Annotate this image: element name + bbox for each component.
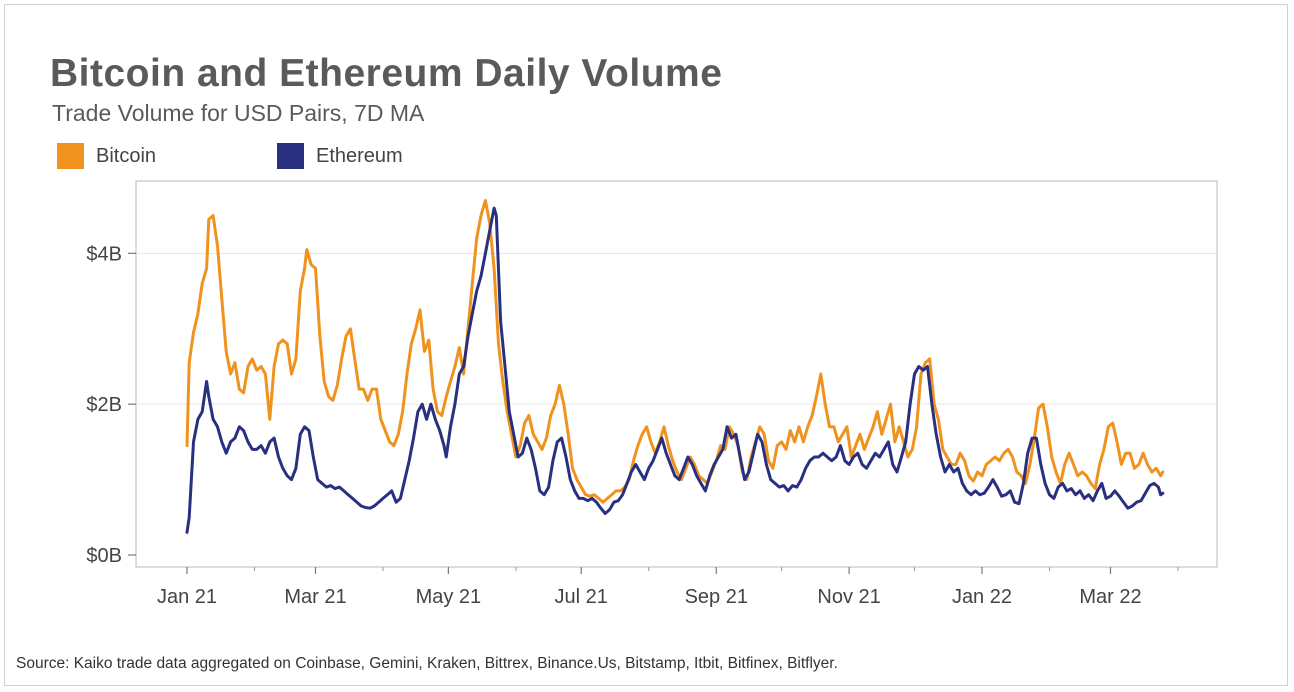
x-tick-label: May 21 (416, 586, 482, 608)
x-tick-label: Mar 21 (284, 586, 346, 608)
x-tick-label: Jul 21 (555, 586, 608, 608)
chart-title: Bitcoin and Ethereum Daily Volume (50, 52, 723, 95)
legend-label-bitcoin: Bitcoin (96, 144, 157, 167)
series-line-ethereum (185, 206, 1165, 534)
chart-frame (4, 4, 1288, 686)
legend-item-ethereum: Ethereum (277, 143, 403, 169)
source-note: Source: Kaiko trade data aggregated on C… (16, 655, 838, 672)
y-tick-label: $2B (86, 394, 122, 416)
legend-item-bitcoin: Bitcoin (57, 143, 156, 169)
series-line-bitcoin (185, 199, 1165, 504)
x-tick-label: Sep 21 (685, 586, 748, 608)
legend-swatch-bitcoin (57, 143, 84, 169)
x-tick-label: Jan 22 (952, 586, 1012, 608)
chart-subtitle: Trade Volume for USD Pairs, 7D MA (52, 100, 425, 126)
x-tick-label: Nov 21 (817, 586, 880, 608)
x-tick-label: Mar 22 (1079, 586, 1141, 608)
legend-swatch-ethereum (277, 143, 304, 169)
y-tick-label: $0B (86, 545, 122, 567)
legend-label-ethereum: Ethereum (316, 144, 403, 167)
x-tick-label: Jan 21 (157, 586, 217, 608)
y-tick-label: $4B (86, 243, 122, 265)
plot-area (135, 180, 1218, 568)
